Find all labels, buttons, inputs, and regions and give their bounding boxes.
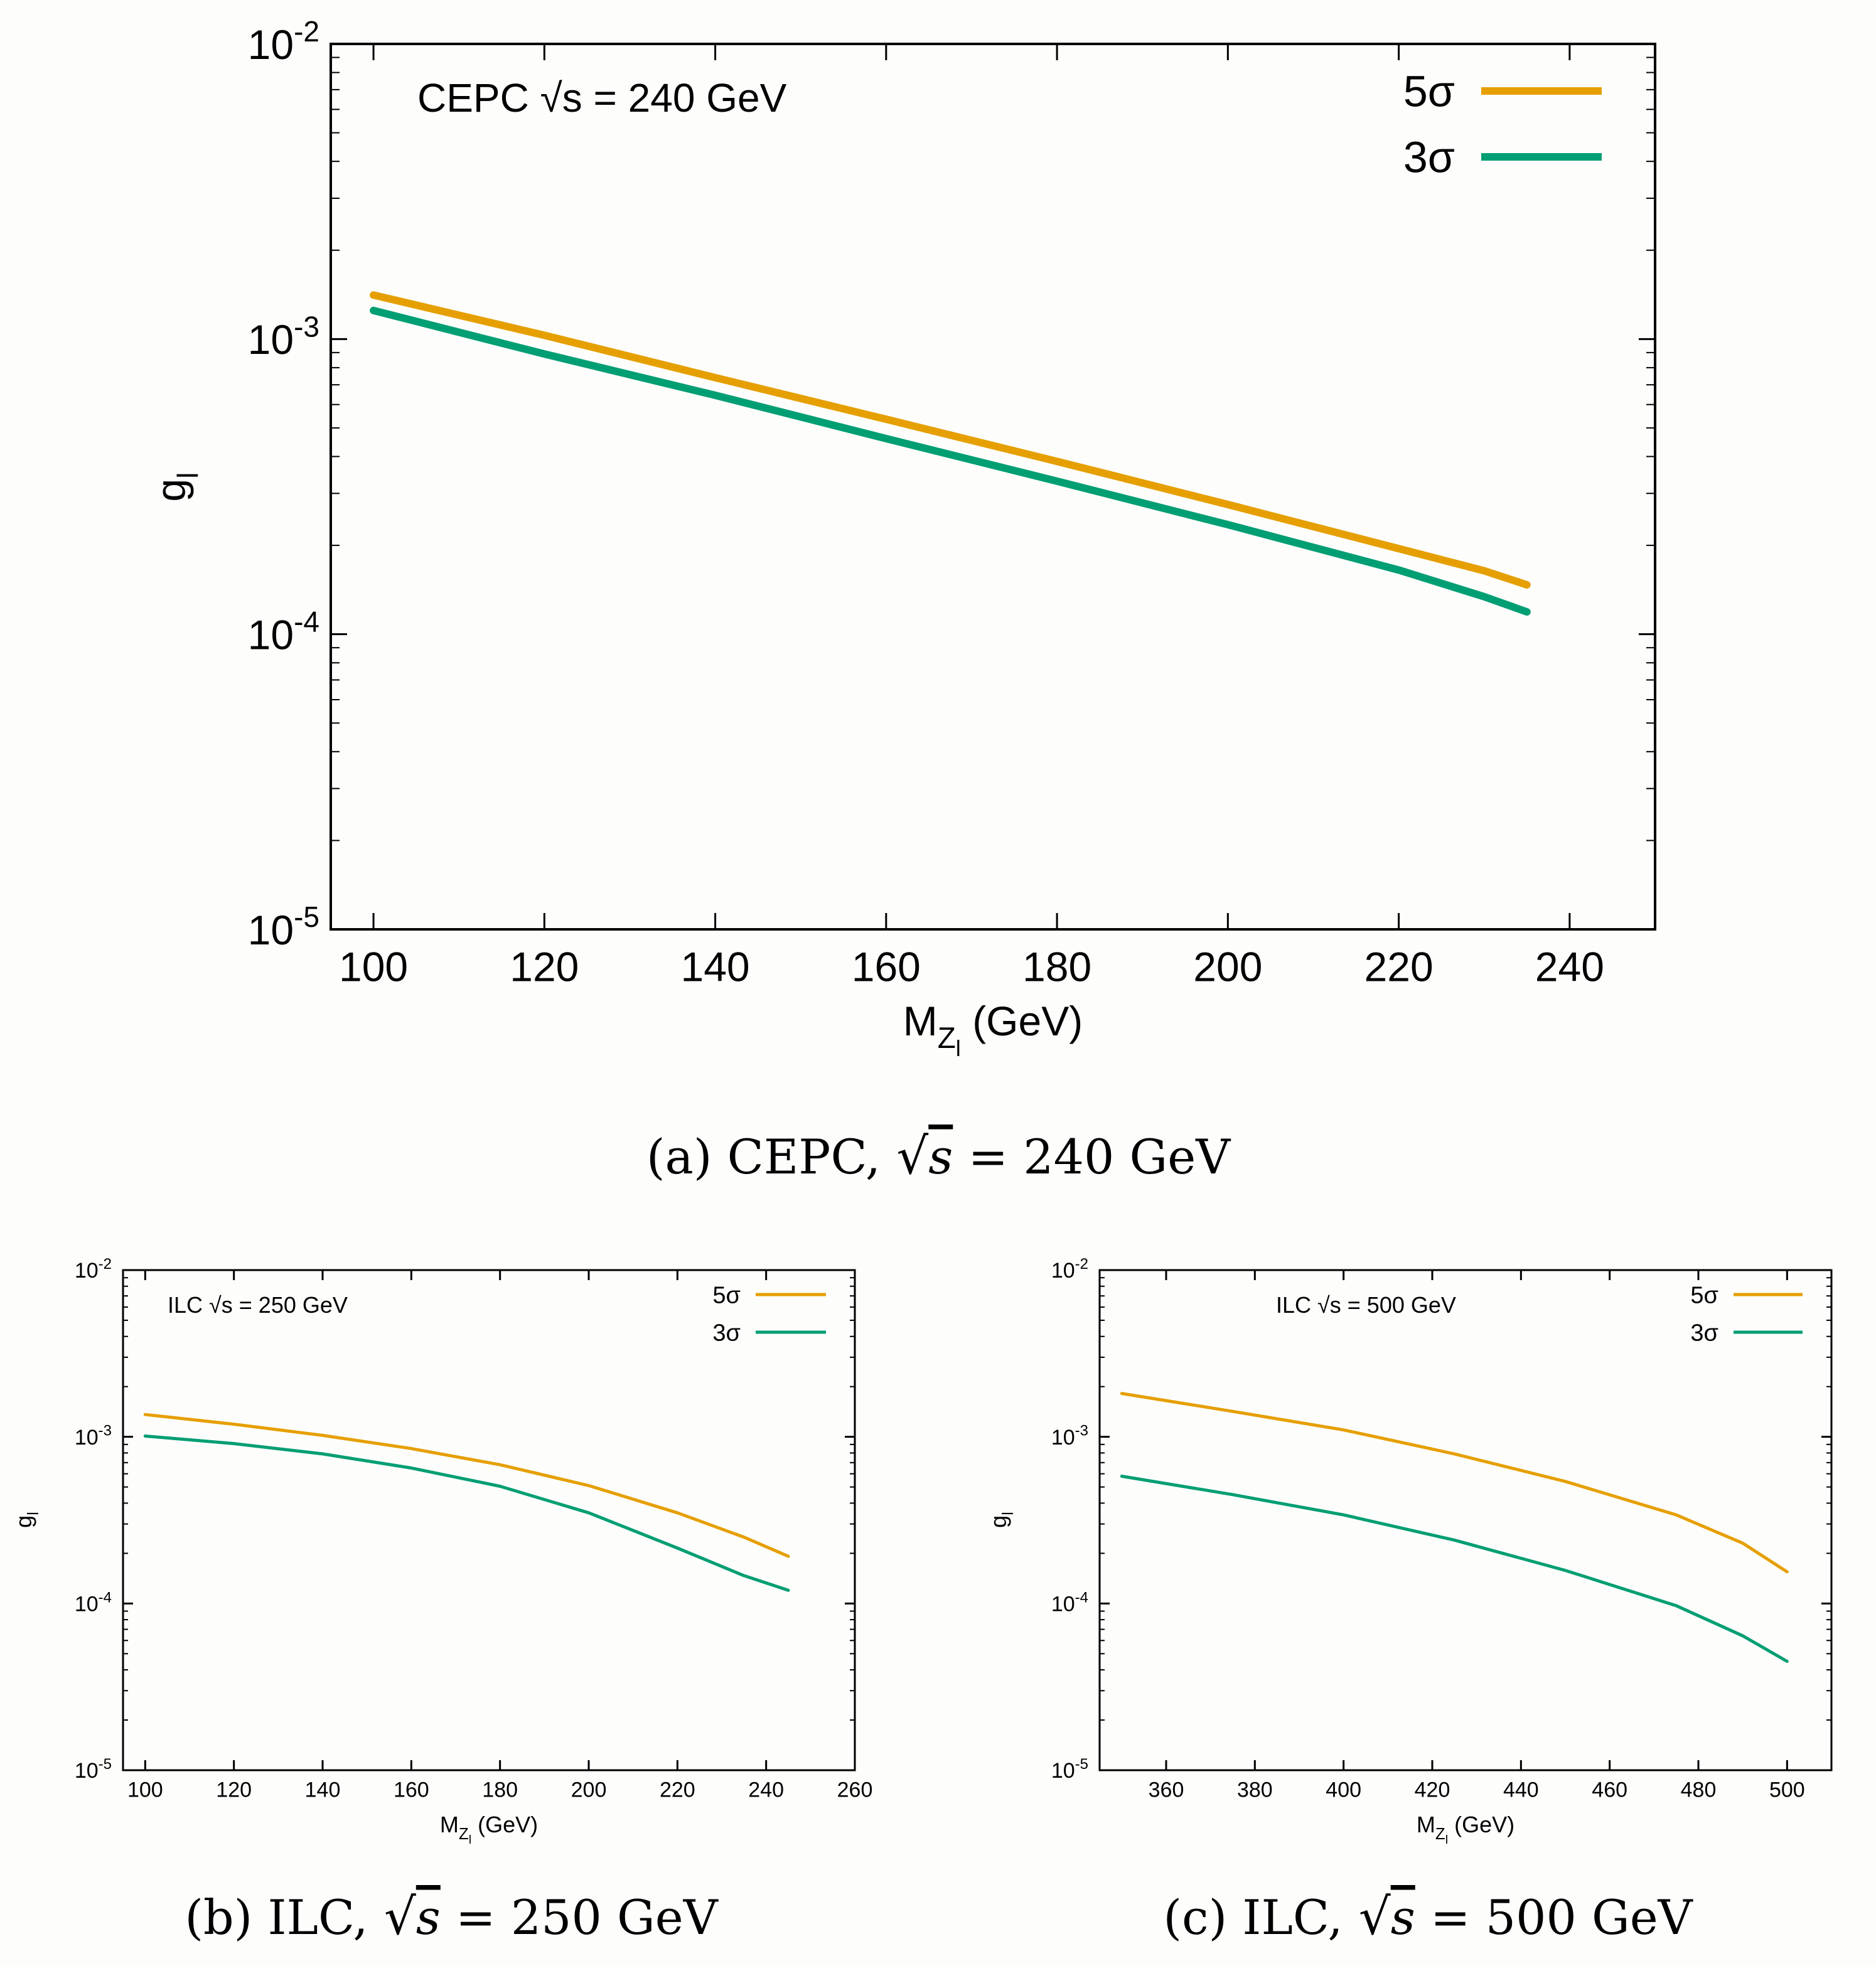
x-tick-label: 220: [660, 1778, 695, 1802]
x-tick-label: 200: [1193, 944, 1262, 990]
x-tick-label: 480: [1681, 1778, 1717, 1802]
series-line-sigma3: [143, 1434, 790, 1592]
x-tick-label: 240: [1535, 944, 1604, 990]
x-tick-label: 460: [1592, 1778, 1627, 1802]
x-tick-label: 180: [1022, 944, 1091, 990]
y-tick-label: 10-4: [248, 606, 319, 658]
y-tick-label: 10-5: [248, 900, 319, 953]
y-tick-label: 10-2: [75, 1256, 112, 1283]
x-tick-label: 260: [837, 1778, 873, 1802]
panel-caption: (a) CEPC, √s = 240 GeV: [646, 1127, 1231, 1185]
x-tick-label: 360: [1149, 1778, 1184, 1802]
y-tick-label: 10-2: [248, 15, 319, 68]
x-tick-label: 160: [852, 944, 921, 990]
series-line-sigma5: [370, 291, 1531, 589]
chart-annotation: ILC √s = 250 GeV: [168, 1292, 348, 1318]
y-tick-label: 10-5: [75, 1756, 112, 1783]
x-tick-label: 140: [305, 1778, 341, 1802]
series-line-sigma3: [370, 306, 1531, 616]
plot-frame: [330, 43, 1656, 931]
y-axis-label: gl: [147, 473, 204, 502]
chart-panel-a: 10-2 10-3 10-4 10-5 100 120 140 160 180 200 220 240…: [147, 15, 1656, 1185]
y-tick-label: 10-4: [1051, 1589, 1088, 1616]
x-tick-label: 200: [571, 1778, 607, 1802]
chart-panel-b: 10-2 10-3 10-4 10-5 100 120 140 160 180 200 220 240…: [11, 1256, 872, 1946]
chart-annotation: CEPC √s = 240 GeV: [417, 75, 787, 120]
x-tick-label: 120: [510, 944, 579, 990]
x-tick-label: 100: [339, 944, 408, 990]
x-tick-label: 160: [394, 1778, 429, 1802]
legend-label: 3σ: [1403, 133, 1455, 182]
x-tick-label: 140: [681, 944, 750, 990]
plot-frame: [1098, 1269, 1833, 1771]
x-tick-label: 420: [1415, 1778, 1450, 1802]
y-tick-label: 10-3: [1051, 1423, 1088, 1450]
x-tick-label: 240: [748, 1778, 784, 1802]
legend-label: 5σ: [1403, 67, 1455, 116]
x-tick-label: 120: [216, 1778, 252, 1802]
panel-caption: (b) ILC, √s = 250 GeV: [185, 1888, 718, 1946]
series-line-sigma5: [1120, 1392, 1789, 1574]
x-axis-label: MZl (GeV): [440, 1812, 538, 1847]
x-tick-label: 380: [1237, 1778, 1273, 1802]
y-tick-label: 10-2: [1051, 1256, 1088, 1283]
legend-label: 3σ: [712, 1320, 741, 1346]
x-tick-label: 220: [1364, 944, 1434, 990]
series-line-sigma5: [143, 1413, 790, 1558]
panel-caption: (c) ILC, √s = 500 GeV: [1163, 1888, 1693, 1946]
x-axis-label: MZl (GeV): [1417, 1812, 1514, 1847]
legend-label: 3σ: [1690, 1320, 1718, 1346]
x-tick-label: 100: [127, 1778, 163, 1802]
y-tick-label: 10-3: [248, 310, 319, 363]
chart-annotation: ILC √s = 500 GeV: [1276, 1292, 1456, 1318]
y-axis-label: gl: [11, 1512, 42, 1528]
x-tick-label: 500: [1769, 1778, 1805, 1802]
y-axis-label: gl: [985, 1512, 1017, 1528]
x-tick-label: 440: [1503, 1778, 1539, 1802]
y-tick-label: 10-4: [75, 1589, 112, 1616]
y-tick-label: 10-5: [1051, 1756, 1088, 1783]
x-tick-label: 180: [482, 1778, 518, 1802]
x-axis-label: MZl (GeV): [903, 998, 1083, 1061]
series-line-sigma3: [1120, 1475, 1789, 1663]
plot-frame: [122, 1269, 856, 1771]
x-tick-label: 400: [1326, 1778, 1361, 1802]
legend-label: 5σ: [1690, 1282, 1718, 1308]
chart-panel-c: 10-2 10-3 10-4 10-5 360 380 400 420 440 460 480 500…: [985, 1256, 1833, 1946]
y-tick-label: 10-3: [75, 1423, 112, 1450]
legend-label: 5σ: [712, 1282, 741, 1308]
